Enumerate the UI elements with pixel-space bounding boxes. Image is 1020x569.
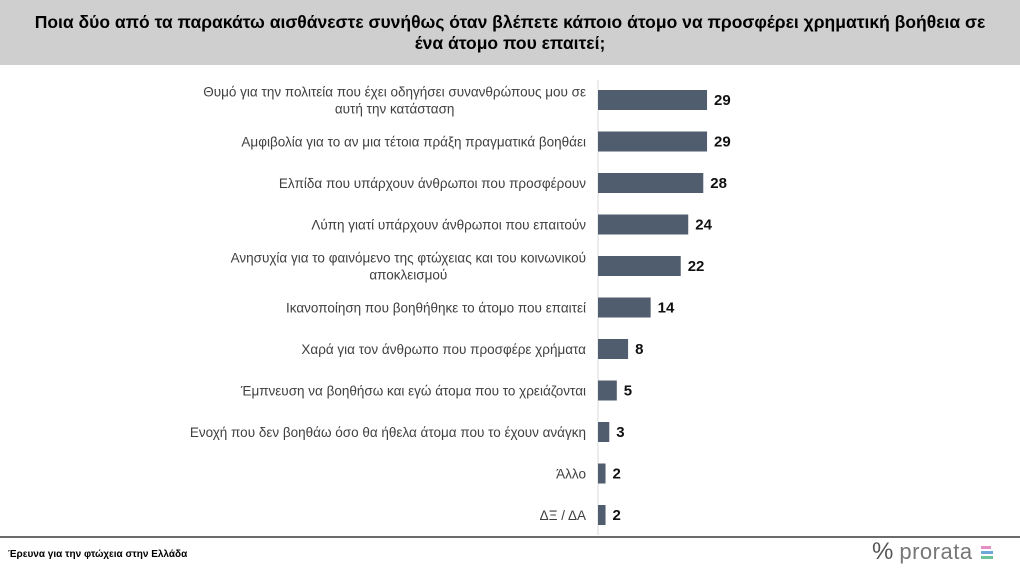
- data-label: 2: [613, 466, 621, 483]
- category-label: αποκλεισμού: [369, 268, 447, 283]
- title-band: Ποια δύο από τα παρακάτω αισθάνεστε συνή…: [0, 0, 1020, 65]
- data-label: 8: [635, 341, 643, 358]
- bar: [598, 297, 651, 318]
- bar: [598, 422, 610, 442]
- category-label: Ανησυχία για το φαινόμενο της φτώχειας κ…: [231, 251, 586, 266]
- footer-divider: [0, 536, 1020, 538]
- category-label: ΔΞ / ΔΑ: [540, 508, 586, 523]
- category-label: Άλλο: [556, 467, 586, 482]
- footer-source: Έρευνα για την φτώχεια στην Ελλάδα: [8, 549, 188, 560]
- percent-icon: %: [872, 538, 894, 565]
- bar: [598, 214, 689, 235]
- chart-title: Ποια δύο από τα παρακάτω αισθάνεστε συνή…: [34, 11, 986, 53]
- logo-bars-icon: [980, 545, 993, 559]
- data-label: 29: [714, 134, 731, 151]
- bar: [598, 256, 681, 276]
- bar: [598, 380, 617, 401]
- bar: [598, 131, 708, 152]
- category-label: Ικανοποίηση που βοηθήθηκε το άτομο που ε…: [286, 301, 586, 316]
- bar: [598, 339, 629, 359]
- data-label: 3: [616, 424, 624, 441]
- prorata-logo: % prorata: [872, 538, 993, 566]
- category-label: Αμφιβολία για το αν μια τέτοια πράξη πρα…: [241, 135, 586, 150]
- category-label: Λύπη γιατί υπάρχουν άνθρωποι που επαιτού…: [311, 218, 586, 233]
- data-label: 24: [695, 217, 712, 234]
- bar: [598, 505, 606, 525]
- data-label: 22: [688, 258, 705, 275]
- category-label: Χαρά για τον άνθρωπο που προσφέρε χρήματ…: [301, 342, 586, 357]
- category-label: Ελπίδα που υπάρχουν άνθρωποι που προσφέρ…: [279, 176, 586, 191]
- category-label: Έμπνευση να βοηθήσω και εγώ άτομα που το…: [240, 384, 586, 399]
- logo-text: prorata: [899, 539, 973, 564]
- data-label: 29: [714, 92, 731, 109]
- bar: [598, 90, 708, 110]
- category-label: αυτή την κατάσταση: [335, 102, 455, 117]
- category-label: Ενοχή που δεν βοηθάω όσο θα ήθελα άτομα …: [190, 425, 586, 440]
- bar: [598, 173, 704, 193]
- data-label: 2: [613, 507, 621, 524]
- data-label: 5: [624, 383, 632, 400]
- data-label: 14: [658, 300, 675, 317]
- data-label: 28: [710, 175, 727, 192]
- bar: [598, 463, 606, 484]
- category-label: Θυμό για την πολιτεία που έχει οδηγήσει …: [203, 85, 586, 100]
